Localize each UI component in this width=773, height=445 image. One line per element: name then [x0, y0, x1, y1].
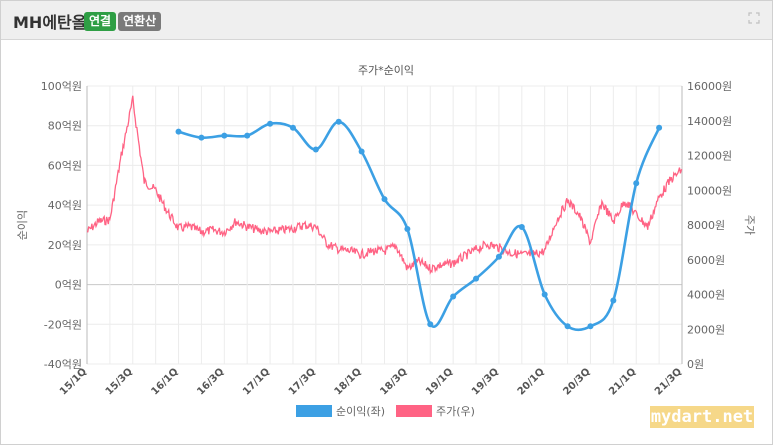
right-tick-label: 10000원 — [687, 184, 732, 197]
net-income-point[interactable] — [198, 134, 205, 141]
connected-badge[interactable]: 연결 — [84, 12, 117, 31]
right-tick-label: 16000원 — [687, 80, 732, 93]
series-group — [86, 95, 683, 332]
x-tick-label: 18/1Q — [333, 366, 364, 397]
left-tick-label: -20억원 — [44, 318, 82, 331]
net-income-point[interactable] — [633, 180, 640, 187]
watermark: mydart.net — [650, 406, 754, 428]
right-tick-label: 0원 — [687, 358, 704, 371]
expand-icon[interactable] — [748, 12, 760, 24]
x-tick-label: 20/1Q — [516, 366, 547, 397]
net-income-point[interactable] — [335, 118, 342, 125]
x-tick-label: 15/3Q — [104, 366, 135, 397]
x-tick-label: 18/3Q — [378, 366, 409, 397]
legend-label[interactable]: 주가(우) — [436, 405, 475, 418]
left-tick-label: 0억원 — [55, 279, 82, 292]
x-tick-label: 21/1Q — [607, 366, 638, 397]
legend-swatch[interactable] — [296, 405, 332, 417]
left-axis-label: 순이익 — [16, 210, 29, 240]
left-tick-label: 80억원 — [48, 120, 82, 133]
right-tick-label: 12000원 — [687, 150, 732, 163]
right-tick-label: 6000원 — [687, 254, 725, 267]
annualized-badge[interactable]: 연환산 — [118, 12, 162, 31]
net-income-point[interactable] — [610, 297, 617, 304]
net-income-point[interactable] — [358, 148, 365, 155]
x-tick-label: 20/3Q — [561, 366, 592, 397]
left-tick-label: -40억원 — [44, 358, 82, 371]
x-tick-label: 17/3Q — [287, 366, 318, 397]
panel-header: MH에탄올 연결 연환산 — [1, 1, 772, 40]
net-income-point[interactable] — [450, 293, 457, 300]
legend[interactable]: 순이익(좌) 주가(우) — [296, 405, 475, 418]
x-axis-ticks: 15/1Q 15/3Q 16/1Q 16/3Q 17/1Q 17/3Q 18/1Q 18/3Q… — [58, 366, 684, 397]
net-income-point[interactable] — [587, 323, 594, 330]
right-tick-label: 14000원 — [687, 115, 732, 128]
net-income-point[interactable] — [312, 146, 319, 153]
net-income-point[interactable] — [656, 124, 663, 131]
x-tick-label: 21/3Q — [653, 366, 684, 397]
company-title: MH에탄올 — [13, 13, 87, 32]
net-income-point[interactable] — [404, 225, 411, 232]
legend-label[interactable]: 순이익(좌) — [336, 405, 385, 418]
left-tick-label: 60억원 — [48, 159, 82, 172]
net-income-point[interactable] — [289, 124, 296, 131]
right-axis-ticks: 16000원 14000원 12000원 10000원 8000원 6000원 4000원 2… — [687, 80, 732, 371]
left-tick-label: 100억원 — [41, 80, 82, 93]
net-income-point[interactable] — [495, 253, 502, 260]
right-tick-label: 8000원 — [687, 219, 725, 232]
x-tick-label: 16/1Q — [150, 366, 181, 397]
net-income-point[interactable] — [541, 291, 548, 298]
net-income-point[interactable] — [381, 196, 388, 203]
left-axis-ticks: 100억원 80억원 60억원 40억원 20억원 0억원 -20억원 -40억원 — [41, 80, 82, 371]
right-axis-label: 주가 — [743, 215, 756, 235]
x-tick-label: 17/1Q — [241, 366, 272, 397]
net-income-point[interactable] — [518, 223, 525, 230]
stock-price-line — [86, 95, 683, 276]
right-tick-label: 2000원 — [687, 323, 725, 336]
x-tick-label: 15/1Q — [58, 366, 89, 397]
x-tick-label: 19/1Q — [424, 366, 455, 397]
net-income-point[interactable] — [473, 275, 480, 282]
left-tick-label: 40억원 — [48, 199, 82, 212]
net-income-line — [178, 120, 661, 332]
net-income-point[interactable] — [175, 128, 182, 135]
right-tick-label: 4000원 — [687, 289, 725, 302]
x-tick-label: 19/3Q — [470, 366, 501, 397]
chart-title: 주가*순이익 — [358, 64, 414, 77]
net-income-point[interactable] — [564, 323, 571, 330]
net-income-point[interactable] — [267, 120, 274, 127]
net-income-point[interactable] — [427, 321, 434, 328]
legend-swatch[interactable] — [396, 405, 432, 417]
net-income-point[interactable] — [244, 132, 251, 139]
net-income-point[interactable] — [221, 132, 228, 139]
x-tick-label: 16/3Q — [195, 366, 226, 397]
left-tick-label: 20억원 — [48, 239, 82, 252]
